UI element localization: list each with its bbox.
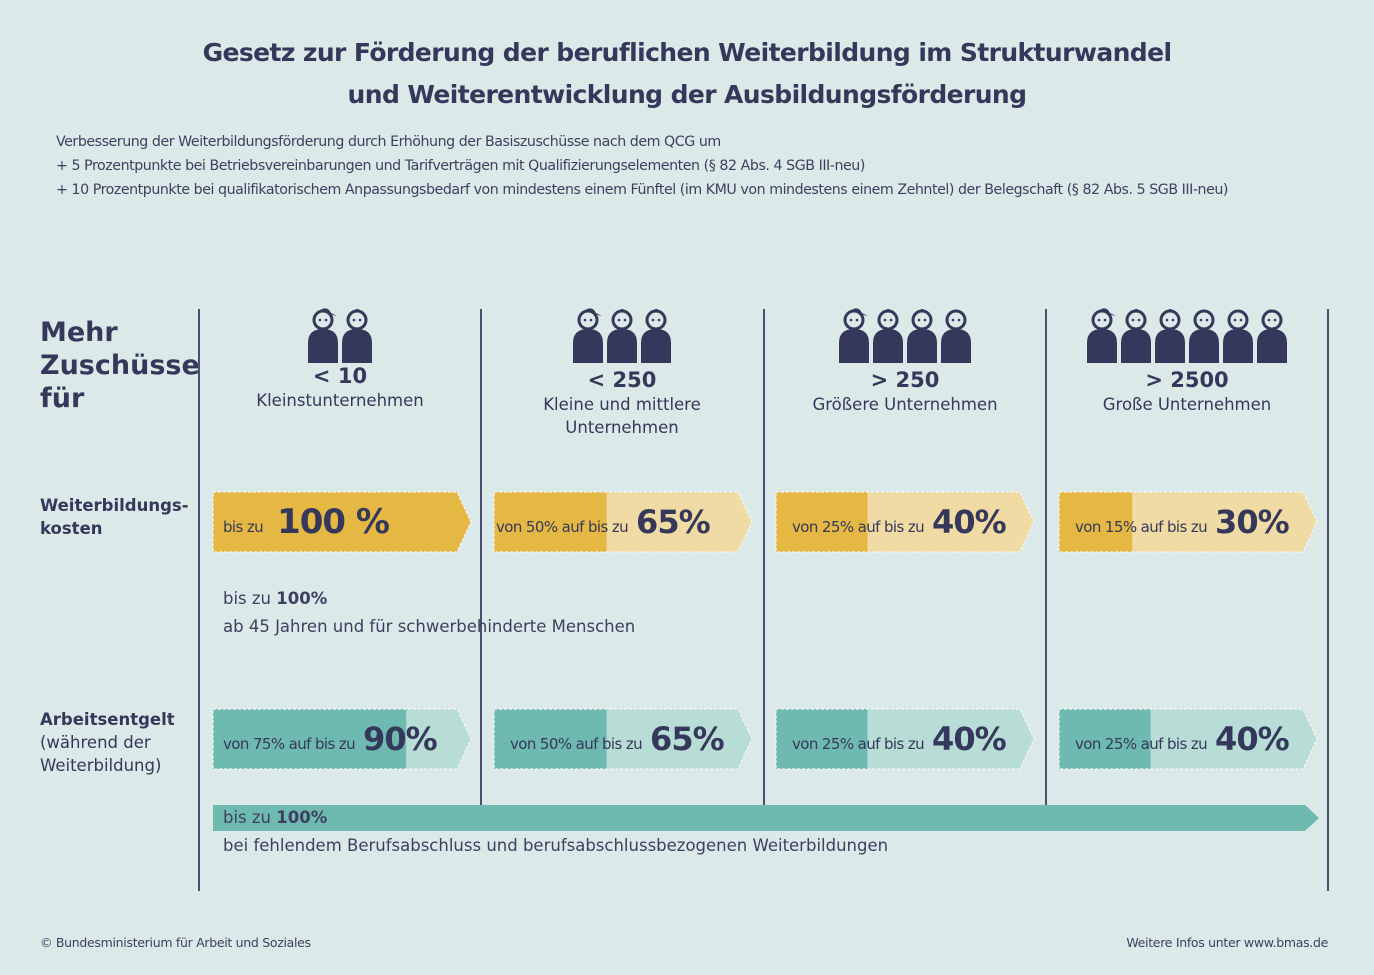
bar-label: von 15% auf bis zu 30%	[1075, 492, 1290, 552]
side-heading: Mehr Zuschüsse für	[40, 317, 200, 414]
funding-bar: von 25% auf bis zu 40%	[1058, 708, 1318, 770]
bar-prefix-text: von 25% auf bis zu	[1075, 735, 1208, 753]
divider	[198, 309, 200, 891]
bar-value-text: 100 %	[277, 502, 390, 542]
bar-value-text: 65%	[650, 720, 725, 758]
bar-prefix-text: von 25% auf bis zu	[792, 518, 925, 536]
footer-link[interactable]: Weitere Infos unter www.bmas.de	[1126, 935, 1328, 950]
person-icon	[873, 309, 903, 363]
row-label-weiterbildungskosten: Weiterbildungs- kosten	[40, 496, 189, 538]
intro-line: + 10 Prozentpunkte bei qualifikatorische…	[56, 182, 1228, 198]
people-icons	[1047, 305, 1327, 363]
funding-bar: von 25% auf bis zu 40%	[775, 491, 1035, 553]
bar-base-fill	[776, 492, 868, 552]
bar-prefix-text: von 15% auf bis zu	[1075, 518, 1208, 536]
person-icon	[1257, 309, 1287, 363]
funding-bar-shape	[775, 708, 1035, 770]
divider	[763, 309, 765, 805]
person-icon	[1155, 309, 1185, 363]
person-icon	[907, 309, 937, 363]
bar-label: von 50% auf bis zu 65%	[510, 709, 725, 769]
column-header: > 250 Größere Unternehmen	[765, 305, 1045, 416]
bar-value-text: 90%	[363, 720, 438, 758]
bar-base-fill	[776, 709, 868, 769]
bar-value-text: 40%	[932, 720, 1007, 758]
person-icon	[607, 309, 637, 363]
funding-bar: von 50% auf bis zu 65%	[493, 708, 753, 770]
person-icon	[641, 309, 671, 363]
divider	[480, 309, 482, 805]
funding-bar: von 75% auf bis zu 90%	[212, 708, 472, 770]
funding-bar-shape	[1058, 491, 1318, 553]
funding-bar-shape	[493, 708, 753, 770]
people-icons	[482, 305, 762, 363]
divider	[1045, 309, 1047, 805]
bar-base-fill	[1059, 709, 1151, 769]
person-icon	[839, 308, 869, 363]
person-icon	[941, 309, 971, 363]
bar-base-fill	[494, 492, 607, 552]
person-icon	[1087, 308, 1117, 363]
bar-value-text: 40%	[932, 503, 1007, 541]
title-line-2: und Weiterentwicklung der Ausbildungsför…	[347, 80, 1027, 109]
bar-base-fill	[213, 709, 407, 769]
bar-prefix-text: von 50% auf bis zu	[510, 735, 643, 753]
person-icon	[1121, 309, 1151, 363]
funding-bar: von 25% auf bis zu 40%	[775, 708, 1035, 770]
bar-value-text: 30%	[1215, 503, 1290, 541]
row-label-arbeitsentgelt: Arbeitsentgelt (während der Weiterbildun…	[40, 710, 175, 775]
bar-prefix-text: von 25% auf bis zu	[792, 735, 925, 753]
person-icon	[342, 309, 372, 363]
person-icon	[1223, 309, 1253, 363]
note-arbeitsentgelt: bis zu 100% bei fehlendem Berufsabschlus…	[223, 808, 889, 855]
funding-bar-shape	[212, 491, 472, 553]
full-width-bar-shape	[213, 805, 1319, 831]
person-icon	[1189, 309, 1219, 363]
bar-prefix-text: von 75% auf bis zu	[223, 735, 356, 753]
company-size: < 10	[312, 364, 368, 388]
column-header: < 250 Kleine und mittlere Unternehmen	[482, 305, 762, 439]
divider	[1327, 309, 1329, 891]
people-icons	[200, 305, 480, 363]
funding-bar: von 15% auf bis zu 30%	[1058, 491, 1318, 553]
person-icon	[308, 308, 338, 363]
funding-bar: von 50% auf bis zu 65%	[493, 491, 753, 553]
company-size: < 250	[587, 368, 657, 392]
intro-text: Verbesserung der Weiterbildungsförderung…	[56, 130, 1228, 202]
column-header: > 2500 Große Unternehmen	[1047, 305, 1327, 416]
bar-label: von 75% auf bis zu 90%	[223, 709, 438, 769]
column-header: < 10 Kleinstunternehmen	[200, 305, 480, 412]
intro-line: + 5 Prozentpunkte bei Betriebsvereinbaru…	[56, 158, 865, 174]
title-line-1: Gesetz zur Förderung der beruflichen Wei…	[202, 38, 1172, 67]
people-icons	[765, 305, 1045, 363]
company-type: Große Unternehmen	[1102, 395, 1272, 414]
bar-label: von 25% auf bis zu 40%	[792, 492, 1007, 552]
full-width-bar	[213, 805, 1319, 831]
person-icon	[573, 308, 603, 363]
bar-target-fill	[213, 492, 471, 552]
bar-value-text: 65%	[636, 503, 711, 541]
company-type: Größere Unternehmen	[812, 395, 998, 414]
intro-line: Verbesserung der Weiterbildungsförderung…	[56, 134, 721, 150]
bar-value-text: 40%	[1215, 720, 1290, 758]
footer-copyright: © Bundesministerium für Arbeit und Sozia…	[40, 935, 311, 950]
bar-label: von 25% auf bis zu 40%	[1075, 709, 1290, 769]
bar-prefix-text: von 50% auf bis zu	[496, 518, 629, 536]
funding-bar: bis zu 100 %	[212, 491, 472, 553]
bar-base-fill	[1059, 492, 1133, 552]
bar-label: von 25% auf bis zu 40%	[792, 709, 1007, 769]
company-type: Kleine und mittlere Unternehmen	[543, 395, 701, 437]
funding-bar-shape	[493, 491, 753, 553]
company-size: > 2500	[1145, 368, 1229, 392]
funding-bar-shape	[1058, 708, 1318, 770]
note-weiterbildungskosten: bis zu 100% ab 45 Jahren und für schwerb…	[223, 589, 636, 636]
bar-label: bis zu 100 %	[223, 492, 390, 552]
bar-label: von 50% auf bis zu 65%	[496, 492, 711, 552]
company-size: > 250	[870, 368, 940, 392]
bar-base-fill	[494, 709, 607, 769]
company-type: Kleinstunternehmen	[256, 391, 424, 410]
funding-bar-shape	[775, 491, 1035, 553]
funding-bar-shape	[212, 708, 472, 770]
bar-prefix-text: bis zu	[223, 518, 264, 536]
